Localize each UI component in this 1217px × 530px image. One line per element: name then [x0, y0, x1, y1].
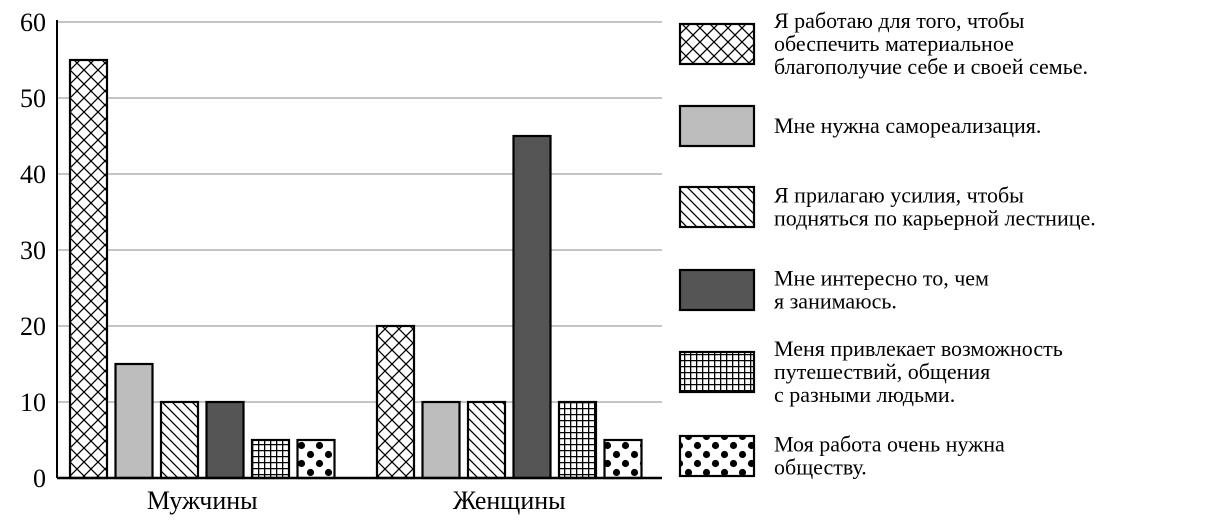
- bar: [114, 362, 154, 480]
- y-tick-label: 60: [20, 8, 46, 37]
- legend-swatch: [678, 434, 756, 478]
- bars: [68, 58, 643, 480]
- bar: [296, 438, 336, 480]
- legend-label: Я прилагаю усилия, чтобы подняться по кар…: [774, 183, 1096, 231]
- axes: [56, 20, 662, 480]
- bar: [205, 400, 245, 480]
- category-labels: Мужчины Женщины: [147, 486, 566, 515]
- y-tick-label: 10: [20, 388, 46, 417]
- legend-swatch: [678, 185, 756, 229]
- y-tick-label: 20: [20, 312, 46, 341]
- category-label: Мужчины: [147, 486, 258, 515]
- legend-swatch: [678, 104, 756, 148]
- bar: [68, 58, 109, 480]
- legend-swatch: [678, 350, 756, 394]
- legend-swatch: [678, 22, 756, 66]
- y-tick-label: 50: [20, 84, 46, 113]
- legend-label: Я работаю для того, чтобы обеспечить мате…: [774, 8, 1088, 79]
- legend-label: Меня привлекает возможность путешествий, …: [774, 336, 1063, 407]
- legend-label: Мне интересно то, чем я занимаюсь.: [774, 266, 989, 314]
- bar: [375, 324, 416, 480]
- category-label: Женщины: [453, 486, 566, 515]
- legend: Я работаю для того, чтобы обеспечить мате…: [678, 8, 1096, 480]
- bar: [421, 400, 461, 480]
- y-tick-label: 40: [20, 160, 46, 189]
- bar: [557, 400, 598, 480]
- y-tick-label: 30: [20, 236, 46, 265]
- y-axis-ticks: 0 10 20 30 40 50 60: [20, 8, 46, 493]
- legend-swatch: [678, 268, 756, 312]
- bar: [512, 134, 552, 480]
- bar: [250, 438, 291, 480]
- bar: [159, 400, 200, 480]
- legend-label: Моя работа очень нужна обществу.: [774, 432, 1005, 480]
- legend-label: Мне нужна самореализация.: [774, 113, 1041, 138]
- y-tick-label: 0: [33, 464, 46, 493]
- bar: [466, 400, 507, 480]
- bar: [603, 438, 643, 480]
- grid-lines: [57, 21, 662, 403]
